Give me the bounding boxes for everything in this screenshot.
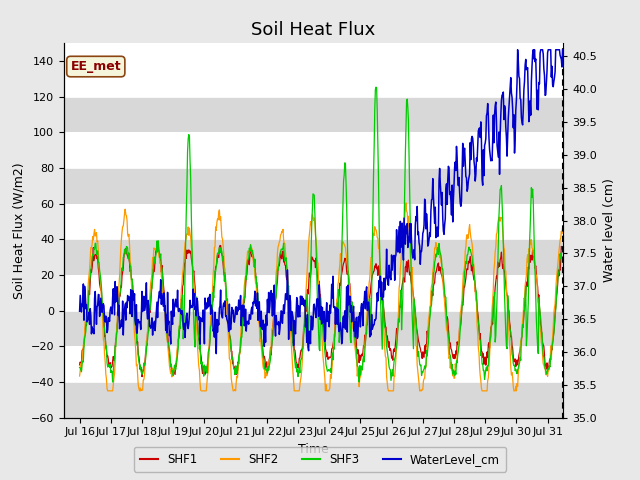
Legend: SHF1, SHF2, SHF3, WaterLevel_cm: SHF1, SHF2, SHF3, WaterLevel_cm <box>134 447 506 472</box>
X-axis label: Time: Time <box>298 443 329 456</box>
Bar <box>64 96 563 132</box>
Text: EE_met: EE_met <box>70 60 121 73</box>
Bar <box>64 240 563 275</box>
Bar <box>64 168 563 204</box>
Bar <box>64 311 563 346</box>
Title: Soil Heat Flux: Soil Heat Flux <box>252 21 376 39</box>
Y-axis label: Water level (cm): Water level (cm) <box>602 179 616 282</box>
Y-axis label: Soil Heat Flux (W/m2): Soil Heat Flux (W/m2) <box>12 162 25 299</box>
Bar <box>64 382 563 418</box>
